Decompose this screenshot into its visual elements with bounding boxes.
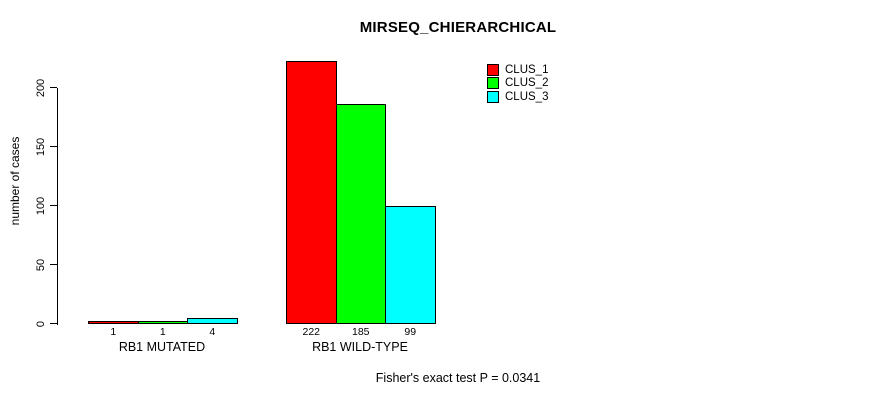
bar-value-label: 1	[159, 326, 166, 338]
y-axis-line	[57, 87, 58, 325]
chart-title: MIRSEQ_CHIERARCHICAL	[359, 19, 557, 36]
bar-value-label: 1	[110, 326, 117, 338]
y-tick-label: 100	[35, 196, 47, 215]
y-tick-label: 200	[35, 78, 47, 97]
bar-value-label: 222	[302, 326, 321, 338]
x-category-label-mutated: RB1 MUTATED	[118, 340, 206, 354]
y-axis-tick	[50, 205, 57, 206]
y-axis-tick	[50, 264, 57, 265]
legend: CLUS_1 CLUS_2 CLUS_3	[487, 63, 548, 104]
legend-swatch-clus2	[487, 77, 499, 90]
x-category-label-wildtype: RB1 WILD-TYPE	[312, 340, 408, 354]
annotation-text: Fisher's exact test P = 0.0341	[375, 371, 541, 385]
bar-value-label: 4	[209, 326, 216, 338]
legend-label-clus2: CLUS_2	[505, 77, 549, 90]
bar-value-label: 185	[351, 326, 370, 338]
bar-clus_2	[137, 321, 188, 325]
y-axis-tick	[50, 323, 57, 324]
bar-value-label: 99	[404, 326, 417, 338]
bar-clus_1	[88, 321, 139, 325]
bar-clus_1	[286, 60, 337, 325]
legend-row-clus1: CLUS_1	[487, 63, 548, 77]
y-axis-label: number of cases	[8, 136, 22, 226]
y-tick-label: 0	[35, 320, 47, 327]
bar-clus_3	[187, 317, 238, 325]
legend-row-clus3: CLUS_3	[487, 90, 548, 104]
bar-clus_2	[335, 104, 386, 325]
y-axis-tick	[50, 146, 57, 147]
bar-clus_3	[385, 205, 436, 325]
y-axis-tick	[50, 87, 57, 88]
legend-row-clus2: CLUS_2	[487, 77, 548, 91]
legend-label-clus3: CLUS_3	[505, 90, 549, 103]
y-tick-label: 150	[35, 137, 47, 156]
legend-label-clus1: CLUS_1	[505, 63, 549, 76]
legend-swatch-clus1	[487, 63, 499, 76]
legend-swatch-clus3	[487, 90, 499, 103]
y-tick-label: 50	[35, 258, 47, 271]
